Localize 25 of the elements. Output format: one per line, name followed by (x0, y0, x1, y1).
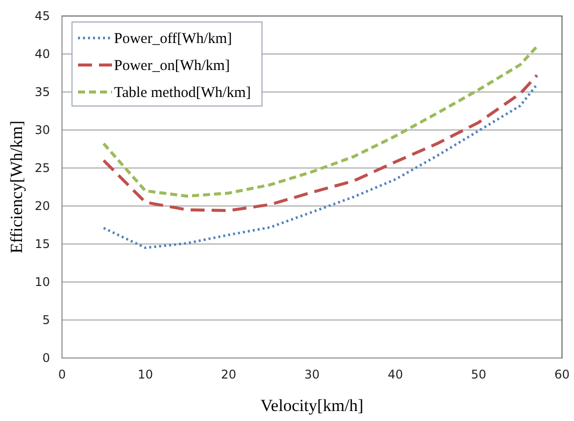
x-tick-label: 20 (221, 368, 236, 382)
y-tick-label: 45 (34, 8, 50, 23)
y-tick-label: 25 (34, 160, 50, 175)
y-tick-label: 0 (42, 350, 50, 365)
x-tick-label: 50 (471, 368, 486, 382)
y-tick-label: 5 (42, 312, 50, 327)
x-tick-label: 40 (388, 368, 403, 382)
y-tick-label: 20 (34, 198, 50, 213)
line-series (102, 74, 538, 212)
x-tick-label: 30 (304, 368, 320, 382)
legend-label: Table method[Wh/km] (114, 85, 251, 101)
x-tick-label: 0 (58, 368, 66, 382)
x-axis-title: Velocity[km/h] (260, 396, 364, 415)
y-tick-label: 10 (34, 274, 50, 289)
y-tick-label: 30 (34, 122, 50, 137)
y-axis-title: Efficiency[Wh/km] (7, 120, 26, 254)
x-tick-label: 60 (554, 368, 570, 382)
line-series (102, 44, 538, 198)
y-tick-label: 15 (34, 236, 50, 251)
legend-label: Power_on[Wh/km] (114, 58, 230, 74)
y-tick-label: 35 (34, 84, 50, 99)
legend-label: Power_off[Wh/km] (114, 31, 232, 47)
line-series (102, 83, 538, 250)
x-tick-label: 10 (138, 368, 153, 382)
y-tick-label: 40 (34, 46, 50, 61)
